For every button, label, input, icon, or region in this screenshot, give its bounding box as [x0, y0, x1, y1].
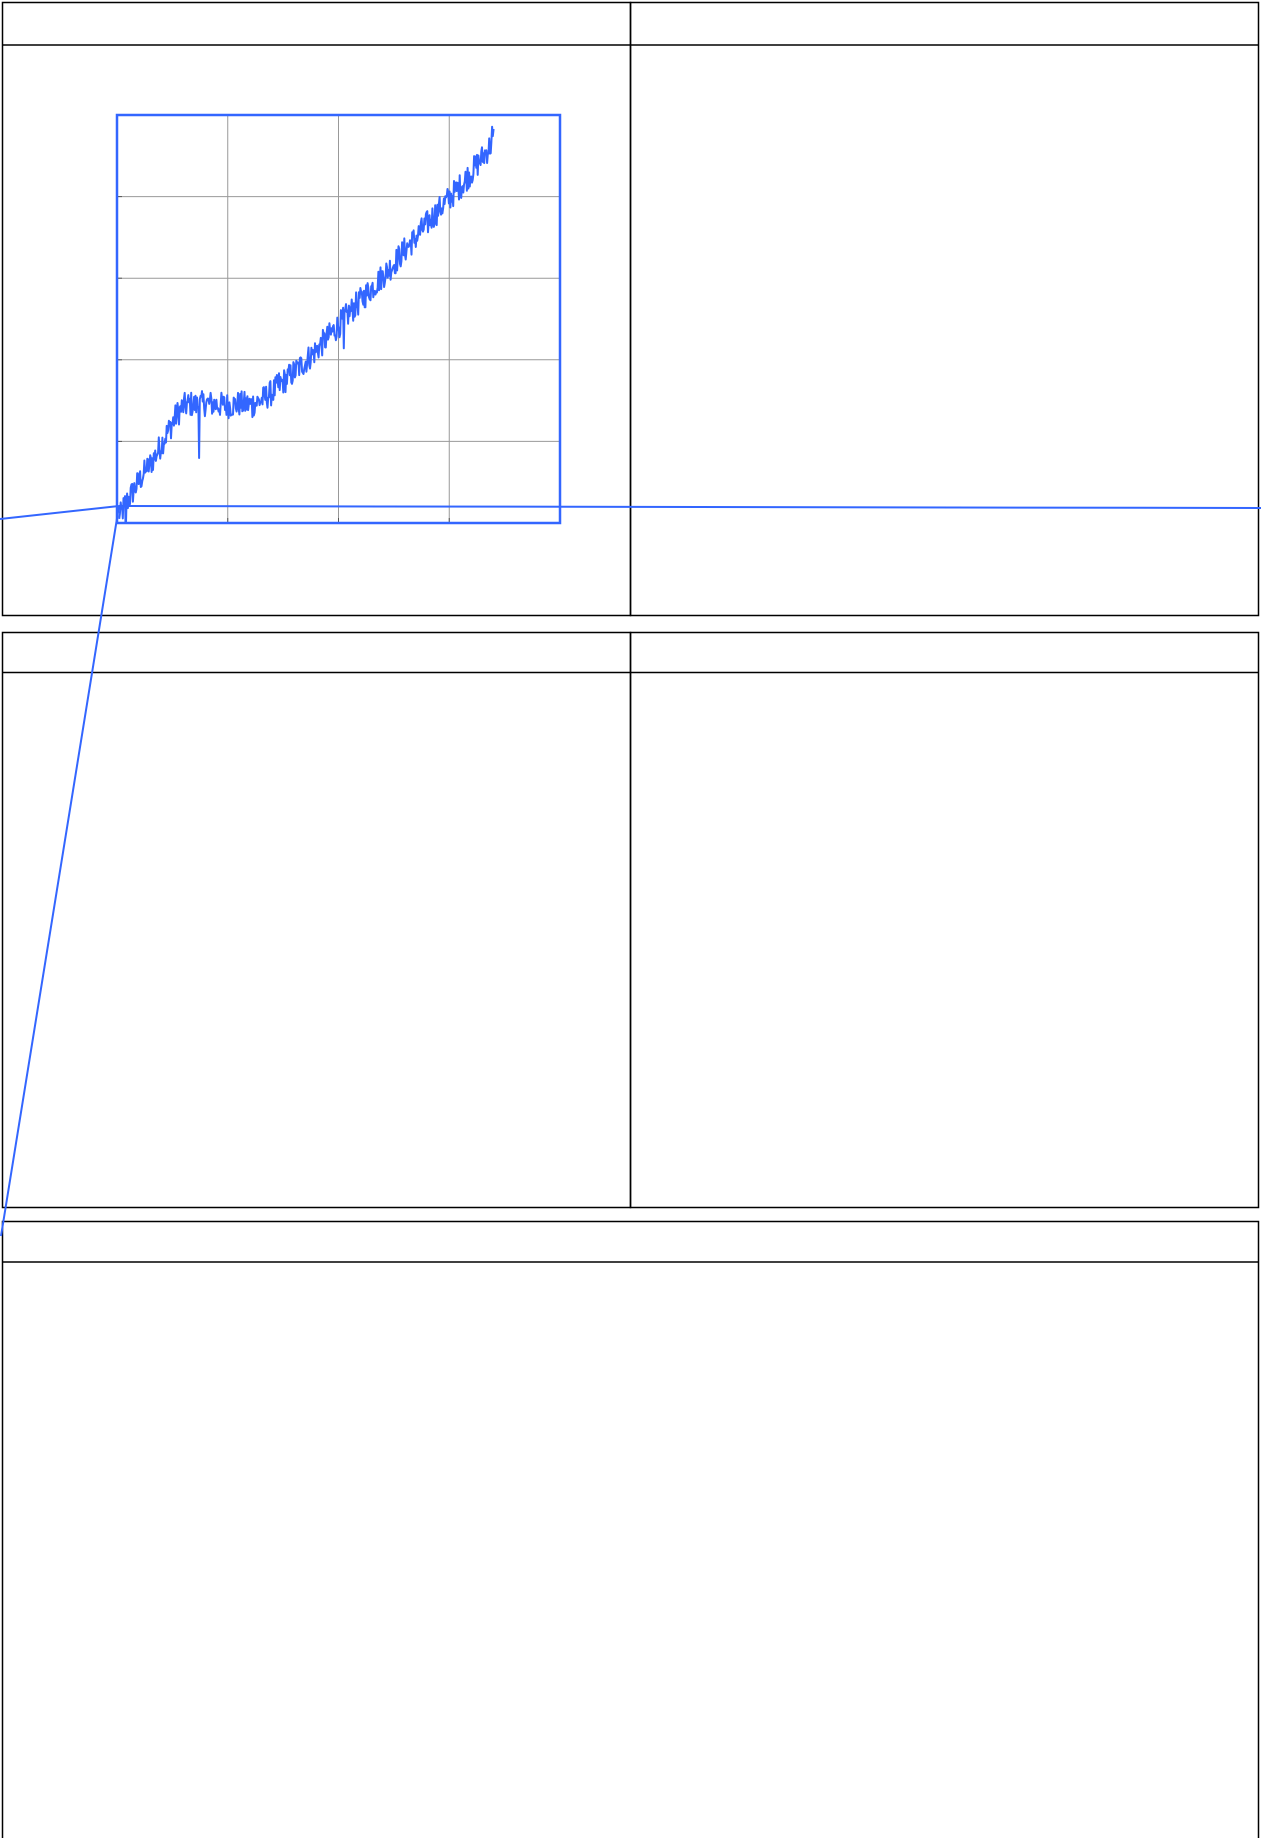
grid-lines — [117, 115, 560, 523]
panel-frame — [1, 631, 632, 1209]
panel-frame — [629, 631, 1260, 1209]
plot-frame — [115, 113, 562, 525]
connector-line-left — [0, 505, 120, 520]
connector-line-down — [0, 505, 120, 1237]
panel-middle-left — [1, 631, 632, 1209]
panel-frame — [629, 1, 1260, 617]
series-line-0 — [118, 125, 495, 523]
series-group — [118, 125, 495, 523]
panel-frame — [1, 1220, 1260, 1838]
zoom-connector-lines — [0, 505, 1261, 1237]
line-chart — [115, 113, 562, 525]
connector-line-right — [118, 505, 1261, 509]
panel-top-right — [629, 1, 1260, 617]
panel-middle-right — [629, 631, 1260, 1209]
panel-bottom — [1, 1220, 1260, 1838]
